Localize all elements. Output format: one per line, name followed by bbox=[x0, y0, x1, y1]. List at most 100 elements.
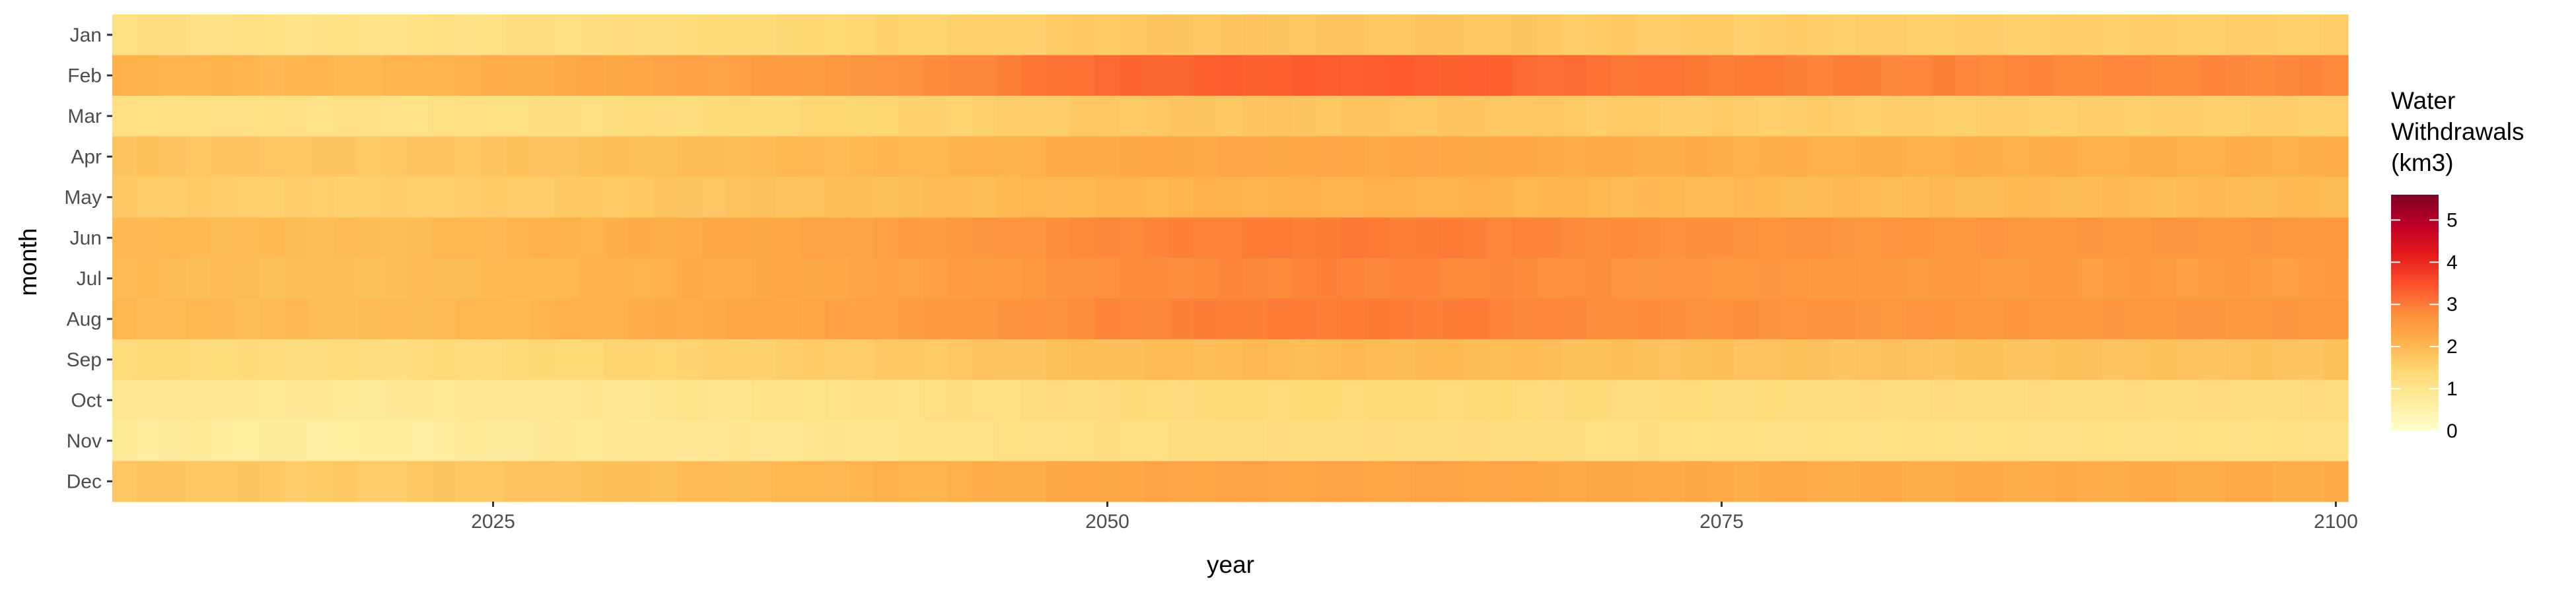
heatmap-cell-apr-2031 bbox=[628, 136, 653, 178]
heatmap-cell-mar-2037 bbox=[775, 96, 801, 137]
heatmap-cell-dec-2065 bbox=[1463, 461, 1489, 502]
heatmap-cell-feb-2100 bbox=[2323, 55, 2349, 96]
heatmap-cells bbox=[112, 15, 2349, 502]
heatmap-cell-sep-2040 bbox=[849, 339, 875, 381]
heatmap-cell-feb-2017 bbox=[284, 55, 310, 96]
heatmap-cell-oct-2058 bbox=[1291, 380, 1317, 421]
heatmap-cell-nov-2073 bbox=[1660, 420, 1686, 462]
heatmap-cell-oct-2088 bbox=[2028, 380, 2054, 421]
heatmap-cell-aug-2088 bbox=[2028, 298, 2054, 340]
heatmap-cell-nov-2036 bbox=[751, 420, 776, 462]
heatmap-cell-mar-2011 bbox=[137, 96, 162, 137]
heatmap-cell-dec-2069 bbox=[1561, 461, 1587, 502]
heatmap-cell-nov-2090 bbox=[2077, 420, 2103, 462]
heatmap-cell-may-2023 bbox=[431, 177, 457, 218]
heatmap-cell-jul-2050 bbox=[1094, 258, 1120, 300]
heatmap-cell-aug-2040 bbox=[849, 298, 875, 340]
legend-tick-label-3: 3 bbox=[2447, 294, 2458, 315]
heatmap-cell-jan-2047 bbox=[1021, 15, 1047, 56]
heatmap-cell-oct-2064 bbox=[1439, 380, 1464, 421]
heatmap-cell-jul-2018 bbox=[308, 258, 334, 300]
heatmap-cell-jan-2018 bbox=[308, 15, 334, 56]
heatmap-cell-aug-2059 bbox=[1316, 298, 1342, 340]
heatmap-cell-feb-2013 bbox=[186, 55, 211, 96]
heatmap-cell-dec-2061 bbox=[1365, 461, 1390, 502]
heatmap-cell-apr-2085 bbox=[1954, 136, 1980, 178]
y-tick-label-oct: Oct bbox=[71, 389, 102, 411]
heatmap-cell-jul-2057 bbox=[1267, 258, 1293, 300]
heatmap-cell-mar-2059 bbox=[1316, 96, 1342, 137]
heatmap-cell-feb-2056 bbox=[1242, 55, 1268, 96]
heatmap-cell-may-2043 bbox=[923, 177, 948, 218]
heatmap-cell-oct-2095 bbox=[2200, 380, 2226, 421]
heatmap-cell-may-2089 bbox=[2053, 177, 2079, 218]
heatmap-cell-sep-2057 bbox=[1267, 339, 1293, 381]
heatmap-cell-may-2022 bbox=[407, 177, 433, 218]
heatmap-cell-aug-2018 bbox=[308, 298, 334, 340]
heatmap-cell-may-2078 bbox=[1783, 177, 1808, 218]
heatmap-cell-dec-2012 bbox=[161, 461, 187, 502]
x-tick-label-2075: 2075 bbox=[1699, 511, 1744, 533]
heatmap-cell-feb-2071 bbox=[1611, 55, 1636, 96]
heatmap-cell-feb-2045 bbox=[972, 55, 997, 96]
heatmap-cell-aug-2027 bbox=[530, 298, 555, 340]
heatmap-cell-sep-2074 bbox=[1684, 339, 1710, 381]
heatmap-cell-dec-2088 bbox=[2028, 461, 2054, 502]
heatmap-cell-jan-2034 bbox=[701, 15, 727, 56]
heatmap-cell-mar-2094 bbox=[2176, 96, 2201, 137]
y-tick-label-nov: Nov bbox=[67, 430, 102, 452]
heatmap-cell-nov-2058 bbox=[1291, 420, 1317, 462]
heatmap-cell-jan-2044 bbox=[947, 15, 973, 56]
heatmap-cell-jul-2016 bbox=[260, 258, 285, 300]
heatmap-cell-jan-2095 bbox=[2200, 15, 2226, 56]
y-axis-title: month bbox=[15, 228, 42, 296]
heatmap-cell-feb-2014 bbox=[210, 55, 236, 96]
heatmap-cell-jul-2062 bbox=[1390, 258, 1415, 300]
heatmap-cell-sep-2016 bbox=[260, 339, 285, 381]
heatmap-cell-jan-2075 bbox=[1709, 15, 1735, 56]
heatmap-cell-apr-2014 bbox=[210, 136, 236, 178]
heatmap-cell-may-2020 bbox=[357, 177, 383, 218]
heatmap-cell-may-2077 bbox=[1758, 177, 1784, 218]
heatmap-cell-jan-2015 bbox=[234, 15, 260, 56]
heatmap-cell-sep-2026 bbox=[505, 339, 530, 381]
heatmap-cell-oct-2057 bbox=[1267, 380, 1293, 421]
heatmap-cell-mar-2092 bbox=[2127, 96, 2153, 137]
heatmap-cell-mar-2040 bbox=[849, 96, 875, 137]
heatmap-cell-jul-2033 bbox=[677, 258, 703, 300]
heatmap-cell-sep-2079 bbox=[1807, 339, 1833, 381]
heatmap-cell-jul-2032 bbox=[653, 258, 678, 300]
heatmap-cell-may-2015 bbox=[234, 177, 260, 218]
heatmap-cell-nov-2091 bbox=[2102, 420, 2128, 462]
heatmap-cell-jan-2091 bbox=[2102, 15, 2128, 56]
heatmap-cell-feb-2079 bbox=[1807, 55, 1833, 96]
heatmap-cell-jul-2091 bbox=[2102, 258, 2128, 300]
heatmap-cell-dec-2027 bbox=[530, 461, 555, 502]
heatmap-cell-dec-2011 bbox=[137, 461, 162, 502]
heatmap-cell-nov-2044 bbox=[947, 420, 973, 462]
heatmap-cell-dec-2058 bbox=[1291, 461, 1317, 502]
heatmap-cell-sep-2083 bbox=[1906, 339, 1931, 381]
heatmap-cell-aug-2041 bbox=[874, 298, 899, 340]
heatmap-cell-apr-2032 bbox=[653, 136, 678, 178]
heatmap-cell-mar-2076 bbox=[1734, 96, 1759, 137]
heatmap-cell-nov-2014 bbox=[210, 420, 236, 462]
heatmap-cell-dec-2059 bbox=[1316, 461, 1342, 502]
heatmap-cell-oct-2099 bbox=[2299, 380, 2324, 421]
heatmap-cell-dec-2019 bbox=[333, 461, 359, 502]
heatmap-cell-aug-2020 bbox=[357, 298, 383, 340]
heatmap-cell-apr-2037 bbox=[775, 136, 801, 178]
heatmap-cell-oct-2040 bbox=[849, 380, 875, 421]
heatmap-cell-dec-2049 bbox=[1070, 461, 1096, 502]
heatmap-cell-jun-2027 bbox=[530, 217, 555, 259]
heatmap-cell-jun-2084 bbox=[1930, 217, 1956, 259]
heatmap-cell-feb-2034 bbox=[701, 55, 727, 96]
heatmap-cell-jun-2034 bbox=[701, 217, 727, 259]
heatmap-cell-aug-2025 bbox=[480, 298, 506, 340]
heatmap-cell-jul-2095 bbox=[2200, 258, 2226, 300]
heatmap-cell-aug-2067 bbox=[1513, 298, 1538, 340]
heatmap-cell-oct-2021 bbox=[382, 380, 408, 421]
heatmap-cell-jul-2068 bbox=[1537, 258, 1563, 300]
heatmap-cell-sep-2096 bbox=[2225, 339, 2250, 381]
heatmap-cell-jul-2084 bbox=[1930, 258, 1956, 300]
